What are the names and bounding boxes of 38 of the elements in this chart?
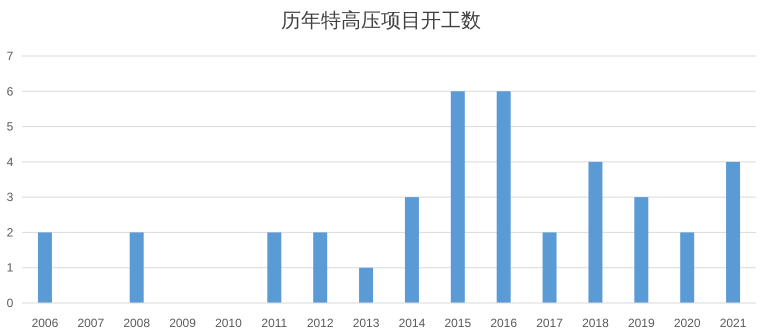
bar xyxy=(726,162,740,303)
bar xyxy=(588,162,602,303)
x-tick-label: 2015 xyxy=(444,316,472,330)
bar xyxy=(313,232,328,303)
bar xyxy=(404,197,419,303)
x-tick-label: 2018 xyxy=(582,316,610,330)
bar xyxy=(542,232,557,303)
x-tick-label: 2011 xyxy=(261,316,288,330)
bar xyxy=(359,268,374,303)
x-tick-label: 2010 xyxy=(215,316,242,330)
y-tick-label: 0 xyxy=(6,296,14,310)
x-tick-label: 2009 xyxy=(169,316,196,330)
x-tick-label: 2016 xyxy=(490,316,518,330)
bar xyxy=(450,91,465,303)
bar xyxy=(634,197,648,303)
x-tick-label: 2008 xyxy=(123,316,150,330)
y-tick-label: 2 xyxy=(6,225,14,240)
bar xyxy=(38,232,52,303)
y-tick-label: 4 xyxy=(6,154,14,169)
chart-title: 历年特高压项目开工数 xyxy=(281,9,481,32)
y-tick-label: 3 xyxy=(6,190,14,204)
bar xyxy=(496,91,511,303)
bar xyxy=(130,232,144,303)
x-tick-label: 2020 xyxy=(674,316,701,330)
y-tick-label: 7 xyxy=(6,49,14,63)
x-tick-label: 2012 xyxy=(306,316,334,330)
bar xyxy=(267,232,282,303)
x-tick-label: 2007 xyxy=(77,316,104,330)
x-tick-label: 2014 xyxy=(398,316,426,330)
x-tick-label: 2006 xyxy=(32,316,59,330)
y-tick-label: 5 xyxy=(6,120,14,134)
bar xyxy=(680,232,694,303)
x-tick-label: 2013 xyxy=(352,316,380,330)
x-tick-label: 2021 xyxy=(720,316,747,330)
y-tick-label: 6 xyxy=(6,84,14,98)
x-tick-label: 2017 xyxy=(536,316,564,330)
x-tick-label: 2019 xyxy=(628,316,655,330)
y-tick-label: 1 xyxy=(6,260,14,275)
